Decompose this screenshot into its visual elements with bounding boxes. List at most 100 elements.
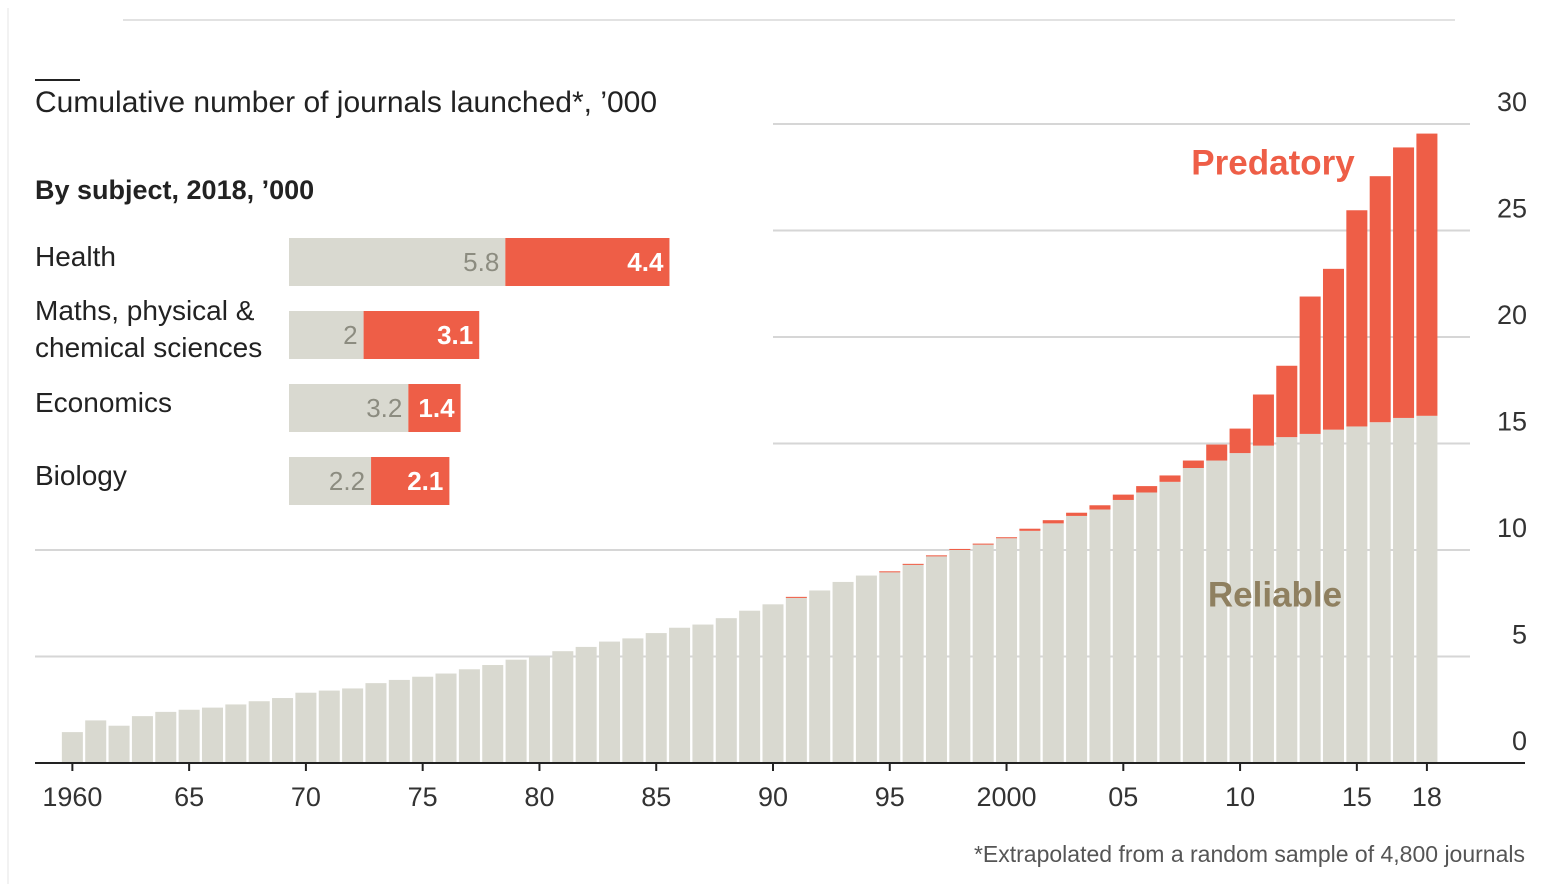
bar-segment xyxy=(435,673,457,763)
bar-segment xyxy=(363,311,480,359)
category-label: Maths, physical & chemical sciences xyxy=(35,295,263,363)
bar-segment xyxy=(902,563,924,565)
bar-segment xyxy=(155,711,177,763)
bar-segment xyxy=(505,659,527,763)
bar-segment xyxy=(669,627,691,763)
bar-segment xyxy=(289,457,372,505)
series-label: Predatory xyxy=(1191,143,1355,182)
bar-segment xyxy=(1322,429,1345,763)
bar-segment xyxy=(1042,520,1064,524)
x-tick-label: 05 xyxy=(1108,782,1138,812)
bar-segment xyxy=(1276,437,1298,763)
bar-segment xyxy=(289,384,409,432)
value-label: 3.2 xyxy=(366,393,402,423)
bar-segment xyxy=(949,548,971,550)
bar-segment xyxy=(1346,210,1368,427)
y-tick-label: 10 xyxy=(1497,513,1527,543)
bar-segment xyxy=(505,238,670,286)
bar-segment xyxy=(575,646,597,763)
y-tick-label: 15 xyxy=(1497,407,1527,437)
bar-segment xyxy=(1112,499,1134,763)
bar-segment xyxy=(692,624,714,763)
y-tick-label: 0 xyxy=(1512,726,1527,756)
bar-segment xyxy=(1276,365,1298,438)
bar-segment xyxy=(996,537,1018,539)
bar-segment xyxy=(528,656,550,763)
bar-segment xyxy=(832,581,854,763)
value-label: 3.1 xyxy=(437,320,473,350)
x-tick-label: 85 xyxy=(641,782,671,812)
y-tick-label: 25 xyxy=(1497,194,1527,224)
x-tick-label: 15 xyxy=(1342,782,1372,812)
bar-segment xyxy=(201,707,224,763)
bar-segment xyxy=(1393,417,1415,763)
bar-segment xyxy=(482,665,504,763)
bar-segment xyxy=(855,575,877,763)
bar-segment xyxy=(61,732,83,763)
bar-segment xyxy=(1159,481,1181,763)
bar-segment xyxy=(902,564,924,763)
bar-segment xyxy=(1416,133,1438,416)
bar-segment xyxy=(1299,296,1321,434)
bar-segment xyxy=(1369,176,1391,423)
bar-segment xyxy=(879,571,901,573)
bar-segment xyxy=(1159,475,1181,482)
x-tick-label: 1960 xyxy=(42,782,102,812)
bar-segment xyxy=(225,704,247,763)
bar-segment xyxy=(365,683,387,763)
x-tick-label: 2000 xyxy=(976,782,1036,812)
bar-segment xyxy=(248,701,270,763)
bar-segment xyxy=(1089,509,1111,763)
bar-segment xyxy=(289,238,506,286)
value-label: 2.2 xyxy=(329,466,365,496)
x-tick-label: 65 xyxy=(174,782,204,812)
bar-segment xyxy=(371,457,450,505)
bar-segment xyxy=(925,555,947,557)
bar-segment xyxy=(785,596,807,598)
bar-segment xyxy=(1229,428,1251,454)
category-label: Economics xyxy=(35,386,172,418)
bar-segment xyxy=(289,311,364,359)
bar-segment xyxy=(388,679,410,763)
bar-segment xyxy=(762,604,784,763)
value-label: 5.8 xyxy=(463,247,499,277)
bar-segment xyxy=(1322,268,1345,430)
bar-segment xyxy=(879,572,901,763)
bar-segment xyxy=(342,688,364,763)
bar-segment xyxy=(178,709,200,763)
bar-segment xyxy=(108,725,130,763)
footnote: *Extrapolated from a random sample of 4,… xyxy=(974,841,1525,867)
bar-segment xyxy=(1182,460,1204,468)
series-label: Reliable xyxy=(1208,575,1342,614)
value-label: 2 xyxy=(343,320,357,350)
bar-segment xyxy=(318,690,340,763)
x-tick-label: 80 xyxy=(524,782,554,812)
bar-segment xyxy=(715,618,737,763)
bar-segment xyxy=(1369,422,1391,763)
y-tick-label: 5 xyxy=(1512,620,1527,650)
bar-segment xyxy=(1182,467,1204,763)
bar-segment xyxy=(785,597,807,763)
bar-segment xyxy=(972,544,994,763)
bar-segment xyxy=(1206,460,1228,763)
x-tick-label: 90 xyxy=(758,782,788,812)
bar-segment xyxy=(1299,433,1321,763)
bar-segment xyxy=(552,651,574,763)
bar-segment xyxy=(645,633,667,763)
value-label: 1.4 xyxy=(418,393,455,423)
bar-segment xyxy=(458,669,480,763)
bar-segment xyxy=(809,590,831,763)
bar-segment xyxy=(295,692,317,763)
category-label: Biology xyxy=(35,459,127,491)
bar-segment xyxy=(996,538,1018,763)
x-tick-label: 95 xyxy=(875,782,905,812)
bar-segment xyxy=(599,641,621,763)
bar-segment xyxy=(1252,445,1274,763)
bar-segment xyxy=(1229,453,1251,763)
bar-segment xyxy=(925,556,947,763)
value-label: 2.1 xyxy=(407,466,443,496)
bar-segment xyxy=(85,720,107,763)
bar-segment xyxy=(1089,505,1111,510)
